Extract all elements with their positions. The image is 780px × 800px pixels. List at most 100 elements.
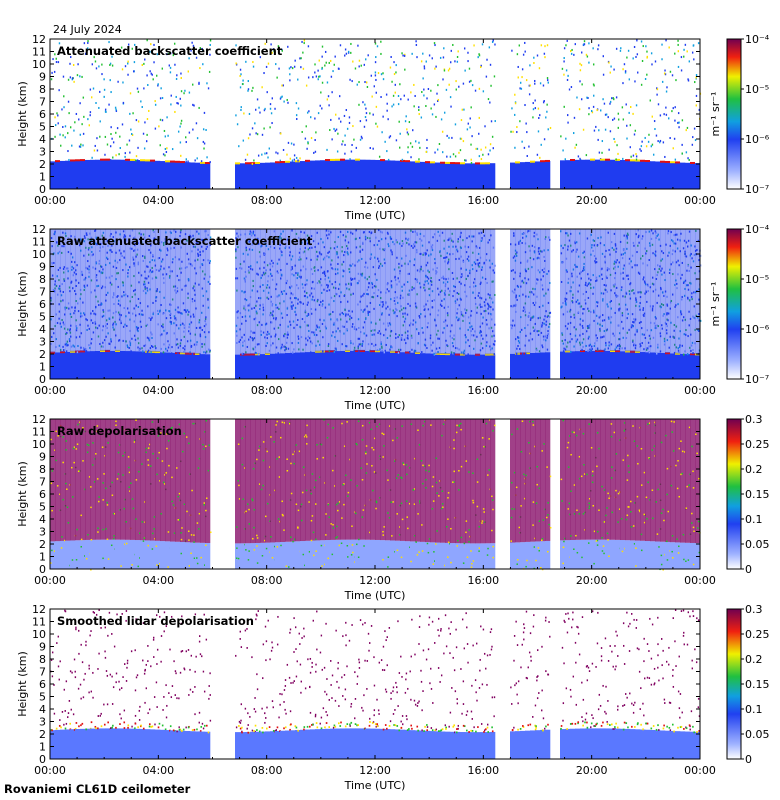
signal-dot (264, 152, 266, 155)
signal-dot (201, 342, 203, 345)
signal-dot (606, 328, 609, 331)
noise-cell (470, 229, 476, 355)
bl-cell (175, 161, 181, 189)
signal-dot (373, 344, 375, 347)
signal-dot (407, 330, 409, 333)
signal-dot (261, 153, 263, 156)
signal-dot (636, 330, 638, 333)
signal-dot (430, 107, 432, 110)
signal-dot (421, 244, 424, 247)
signal-dot (418, 106, 420, 109)
signal-dot (402, 296, 404, 299)
signal-dot (315, 75, 318, 78)
signal-dot (137, 342, 140, 345)
signal-dot (622, 271, 624, 274)
signal-dot (375, 78, 377, 81)
signal-dot (184, 309, 187, 312)
signal-dot (350, 251, 352, 254)
signal-dot (64, 232, 67, 235)
signal-dot (593, 345, 596, 348)
signal-dot (526, 131, 528, 134)
signal-dot (351, 310, 353, 313)
signal-dot (118, 318, 121, 321)
signal-dot (188, 57, 190, 60)
signal-dot (413, 258, 416, 261)
signal-dot (110, 232, 112, 235)
signal-dot (514, 113, 516, 116)
signal-dot (516, 53, 519, 56)
signal-dot (632, 57, 634, 60)
signal-dot (546, 79, 549, 82)
signal-dot (448, 258, 450, 261)
signal-dot (441, 151, 444, 154)
signal-dot (133, 320, 135, 323)
signal-dot (395, 307, 397, 310)
signal-dot (306, 283, 308, 286)
signal-dot (397, 301, 399, 304)
signal-dot (447, 262, 449, 265)
signal-dot (488, 259, 491, 262)
signal-dot (451, 232, 453, 235)
signal-dot (155, 276, 157, 279)
signal-dot (674, 52, 676, 55)
signal-dot (247, 49, 249, 52)
signal-dot (640, 291, 642, 294)
signal-dot (638, 241, 640, 244)
signal-dot (633, 133, 636, 136)
x-axis-label: Time (UTC) (344, 209, 406, 222)
bl-cell (600, 350, 606, 379)
signal-dot (241, 352, 244, 355)
signal-dot (205, 351, 207, 354)
signal-dot (298, 251, 301, 254)
signal-dot (50, 562, 52, 564)
signal-dot (588, 281, 590, 284)
signal-dot (415, 328, 418, 331)
signal-dot (390, 249, 392, 252)
signal-dot (577, 155, 580, 158)
signal-dot (79, 244, 81, 247)
signal-dot (470, 310, 473, 313)
bl-top (185, 352, 190, 355)
signal-dot (588, 344, 590, 347)
signal-dot (271, 302, 274, 305)
signal-dot (160, 265, 162, 268)
signal-dot (371, 283, 374, 286)
signal-dot (574, 240, 576, 243)
signal-dot (473, 235, 475, 238)
signal-dot (453, 334, 455, 337)
signal-dot (431, 244, 434, 247)
signal-dot (520, 316, 522, 319)
signal-dot (548, 236, 550, 239)
signal-dot (66, 506, 69, 508)
signal-dot (686, 353, 689, 356)
signal-dot (235, 277, 237, 280)
bl-cell (410, 161, 416, 189)
signal-dot (380, 52, 382, 55)
signal-dot (569, 333, 572, 336)
signal-dot (94, 320, 96, 323)
signal-dot (263, 273, 265, 276)
signal-dot (622, 248, 625, 251)
signal-dot (380, 291, 382, 294)
signal-dot (316, 258, 318, 261)
signal-dot (123, 256, 125, 259)
signal-dot (370, 329, 372, 332)
signal-dot (448, 268, 450, 271)
bl-cell (685, 162, 691, 189)
signal-dot (251, 248, 254, 251)
signal-dot (616, 294, 619, 297)
signal-dot (92, 331, 95, 334)
signal-dot (69, 328, 72, 331)
signal-dot (636, 264, 638, 267)
signal-dot (628, 290, 631, 293)
signal-dot (480, 281, 482, 284)
signal-dot (624, 303, 627, 306)
signal-dot (476, 147, 479, 150)
signal-dot (419, 232, 422, 235)
signal-dot (664, 69, 666, 72)
noise-cell (180, 229, 186, 354)
signal-dot (401, 264, 403, 267)
signal-dot (528, 314, 530, 317)
signal-dot (530, 291, 533, 294)
signal-dot (614, 348, 616, 351)
